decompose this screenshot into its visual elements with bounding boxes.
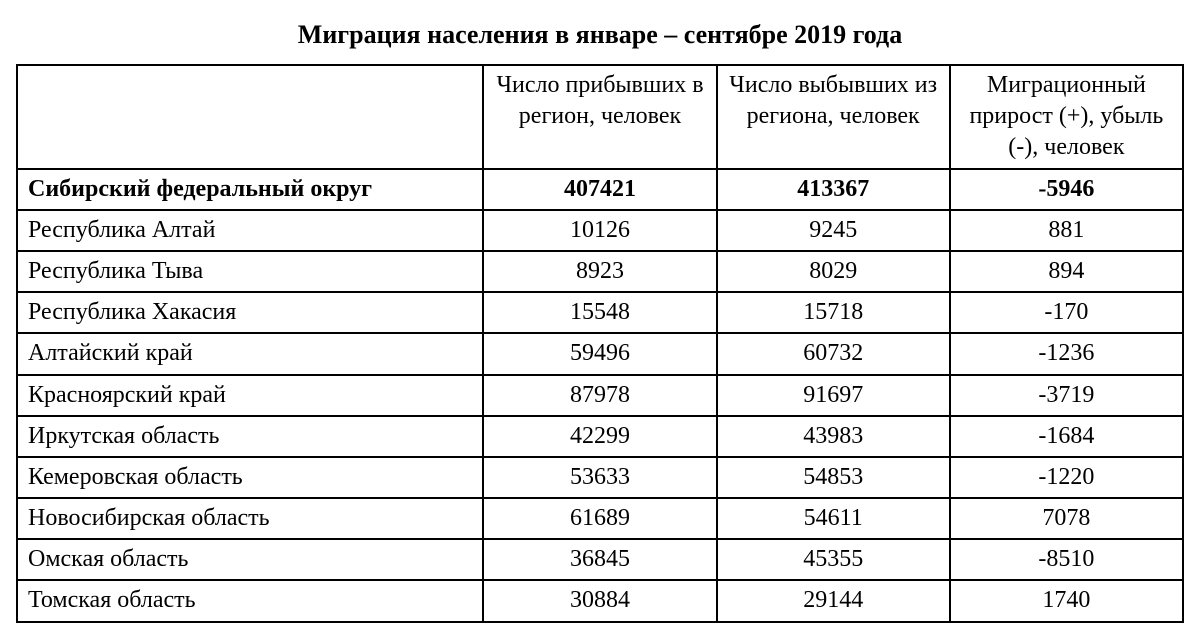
table-row: Томская область30884291441740 <box>17 580 1183 621</box>
cell-arrivals: 53633 <box>483 457 716 498</box>
cell-departures: 8029 <box>717 251 950 292</box>
table-row: Республика Хакасия1554815718-170 <box>17 292 1183 333</box>
cell-region: Новосибирская область <box>17 498 483 539</box>
cell-arrivals: 10126 <box>483 210 716 251</box>
cell-arrivals: 407421 <box>483 169 716 210</box>
cell-net: 894 <box>950 251 1183 292</box>
cell-region: Алтайский край <box>17 333 483 374</box>
cell-arrivals: 8923 <box>483 251 716 292</box>
cell-net: 881 <box>950 210 1183 251</box>
cell-departures: 54611 <box>717 498 950 539</box>
table-header-row: Число прибывших в регион, человек Число … <box>17 65 1183 169</box>
table-row: Кемеровская область5363354853-1220 <box>17 457 1183 498</box>
table-row: Сибирский федеральный округ407421413367-… <box>17 169 1183 210</box>
cell-departures: 9245 <box>717 210 950 251</box>
cell-arrivals: 59496 <box>483 333 716 374</box>
cell-region: Республика Тыва <box>17 251 483 292</box>
cell-net: -3719 <box>950 375 1183 416</box>
cell-region: Сибирский федеральный округ <box>17 169 483 210</box>
cell-departures: 413367 <box>717 169 950 210</box>
cell-region: Республика Хакасия <box>17 292 483 333</box>
cell-arrivals: 15548 <box>483 292 716 333</box>
table-row: Алтайский край5949660732-1236 <box>17 333 1183 374</box>
table-row: Иркутская область4229943983-1684 <box>17 416 1183 457</box>
cell-arrivals: 36845 <box>483 539 716 580</box>
cell-region: Республика Алтай <box>17 210 483 251</box>
cell-departures: 15718 <box>717 292 950 333</box>
cell-net: -170 <box>950 292 1183 333</box>
page-title: Миграция населения в январе – сентябре 2… <box>16 20 1184 50</box>
cell-net: 1740 <box>950 580 1183 621</box>
cell-net: 7078 <box>950 498 1183 539</box>
cell-arrivals: 30884 <box>483 580 716 621</box>
cell-net: -5946 <box>950 169 1183 210</box>
cell-departures: 91697 <box>717 375 950 416</box>
cell-net: -1684 <box>950 416 1183 457</box>
cell-arrivals: 42299 <box>483 416 716 457</box>
cell-region: Томская область <box>17 580 483 621</box>
cell-departures: 45355 <box>717 539 950 580</box>
cell-departures: 60732 <box>717 333 950 374</box>
table-row: Республика Тыва89238029894 <box>17 251 1183 292</box>
cell-departures: 54853 <box>717 457 950 498</box>
table-row: Новосибирская область61689546117078 <box>17 498 1183 539</box>
cell-arrivals: 61689 <box>483 498 716 539</box>
col-header-net: Миграционный прирост (+), убыль (-), чел… <box>950 65 1183 169</box>
cell-region: Кемеровская область <box>17 457 483 498</box>
cell-arrivals: 87978 <box>483 375 716 416</box>
cell-region: Иркутская область <box>17 416 483 457</box>
cell-region: Омская область <box>17 539 483 580</box>
col-header-departures: Число выбывших из региона, человек <box>717 65 950 169</box>
cell-region: Красноярский край <box>17 375 483 416</box>
cell-departures: 29144 <box>717 580 950 621</box>
migration-table: Число прибывших в регион, человек Число … <box>16 64 1184 623</box>
col-header-arrivals: Число прибывших в регион, человек <box>483 65 716 169</box>
table-body: Сибирский федеральный округ407421413367-… <box>17 169 1183 622</box>
table-row: Красноярский край8797891697-3719 <box>17 375 1183 416</box>
table-row: Республика Алтай101269245881 <box>17 210 1183 251</box>
cell-departures: 43983 <box>717 416 950 457</box>
cell-net: -1220 <box>950 457 1183 498</box>
table-row: Омская область3684545355-8510 <box>17 539 1183 580</box>
cell-net: -8510 <box>950 539 1183 580</box>
col-header-region <box>17 65 483 169</box>
cell-net: -1236 <box>950 333 1183 374</box>
